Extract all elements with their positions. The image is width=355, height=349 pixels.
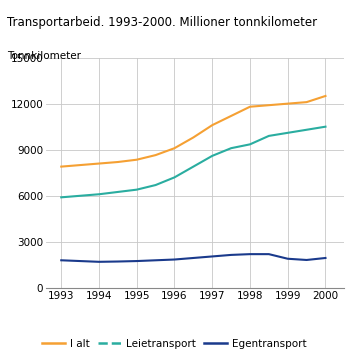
Legend: I alt, Leietransport, Egentransport: I alt, Leietransport, Egentransport — [38, 335, 311, 349]
Text: Transportarbeid. 1993-2000. Millioner tonnkilometer: Transportarbeid. 1993-2000. Millioner to… — [7, 16, 317, 29]
Text: Tonnkilometer: Tonnkilometer — [7, 51, 81, 61]
